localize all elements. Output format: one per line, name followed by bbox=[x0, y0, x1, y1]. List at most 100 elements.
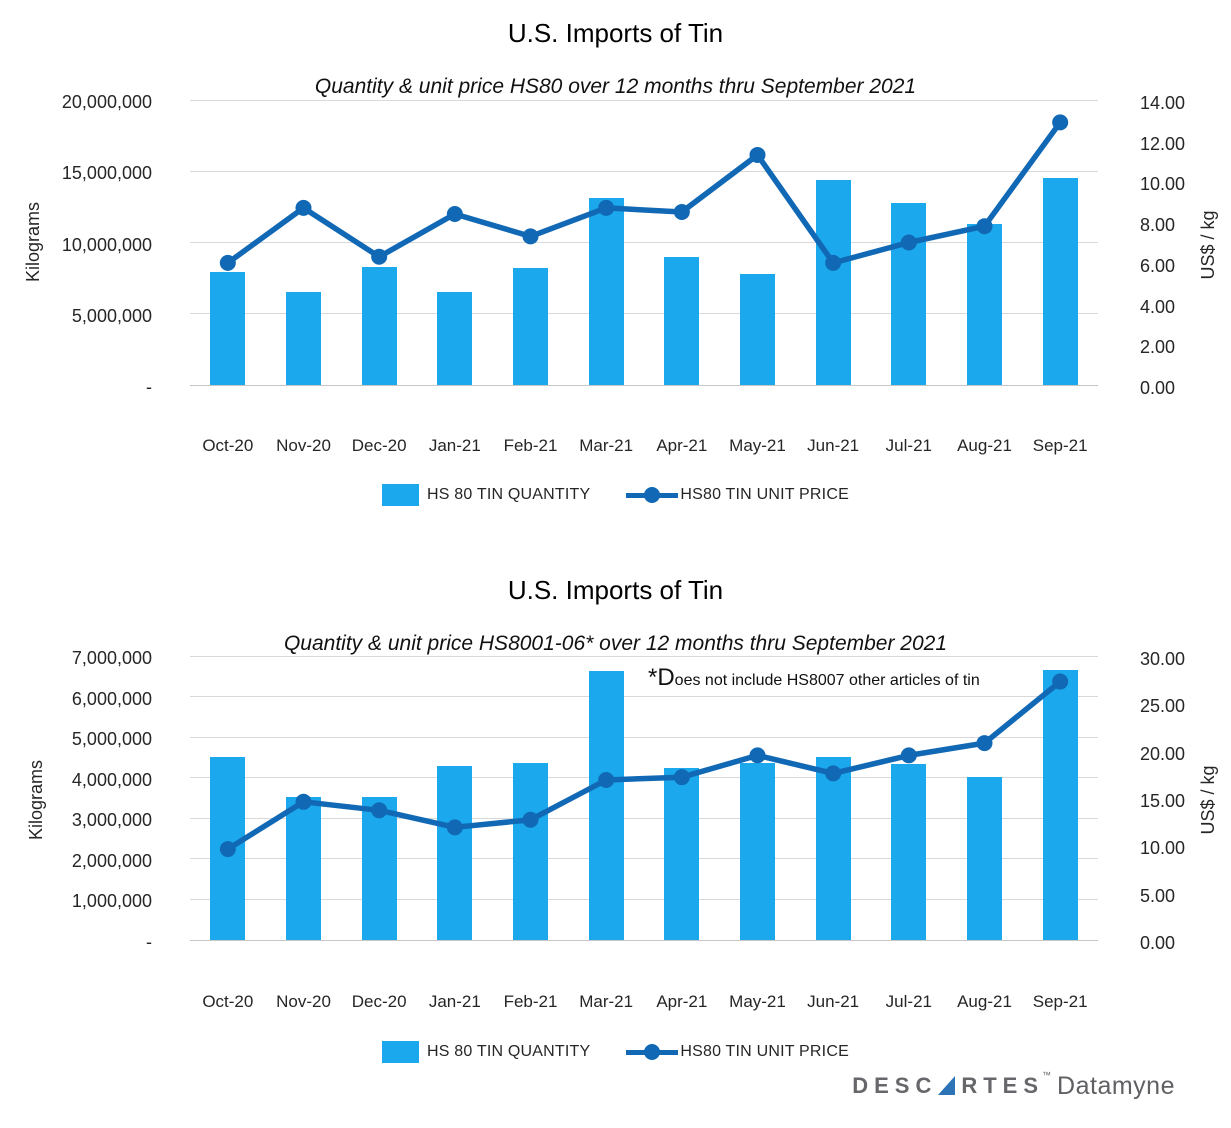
left-axis-tick: 15,000,000 bbox=[61, 163, 152, 184]
unit-price-polyline bbox=[225, 678, 1063, 852]
chart2-subtitle: Quantity & unit price HS8001-06* over 12… bbox=[269, 632, 962, 656]
logo-brand-prefix: DESC bbox=[852, 1073, 938, 1098]
bar-May-21 bbox=[740, 763, 775, 940]
chart2-footnote: *Does not include HS8007 other articles … bbox=[648, 664, 984, 692]
right-axis-tick: 14.00 bbox=[1140, 93, 1186, 113]
bar-Jul-21 bbox=[891, 202, 927, 385]
x-label-Aug-21: Aug-21 bbox=[957, 436, 1012, 455]
point-Jul-21 bbox=[900, 747, 917, 764]
bar-Apr-21 bbox=[664, 767, 700, 940]
point-Nov-20 bbox=[295, 199, 312, 216]
point-Dec-20 bbox=[371, 248, 388, 265]
bar-legend-label: HS 80 TIN QUANTITY bbox=[427, 486, 591, 503]
x-label-Sep-21: Sep-21 bbox=[1032, 992, 1088, 1011]
bar-legend-swatch-icon bbox=[382, 484, 420, 506]
left-axis-tick: 5,000,000 bbox=[71, 305, 152, 326]
point-Aug-21 bbox=[976, 218, 993, 235]
point-Jul-21 bbox=[900, 234, 917, 251]
right-axis-tick: 5.00 bbox=[1140, 885, 1176, 906]
point-May-21 bbox=[749, 146, 766, 163]
right-axis-tick: 8.00 bbox=[1140, 215, 1176, 236]
x-label-Jul-21: Jul-21 bbox=[885, 436, 932, 455]
point-Jan-21 bbox=[446, 819, 463, 836]
left-axis-tick: 5,000,000 bbox=[71, 729, 152, 750]
gridline bbox=[190, 898, 1098, 900]
chart2-subtitle-row: Quantity & unit price HS8001-06* over 12… bbox=[0, 632, 1231, 656]
point-May-21 bbox=[749, 747, 766, 764]
right-axis-tick: 20.00 bbox=[1140, 743, 1186, 764]
left-axis-tick: 2,000,000 bbox=[71, 850, 152, 871]
bar-Jul-21 bbox=[891, 763, 927, 940]
bar-Oct-20 bbox=[210, 272, 246, 385]
bar-Nov-20 bbox=[286, 292, 321, 385]
left-axis-tick: 20,000,000 bbox=[61, 92, 152, 112]
bar-Feb-21 bbox=[513, 268, 548, 385]
point-Dec-20 bbox=[371, 802, 388, 819]
left-axis-tick: 6,000,000 bbox=[71, 688, 152, 709]
point-Jun-21 bbox=[825, 765, 842, 782]
chart1-subtitle-row: Quantity & unit price HS80 over 12 month… bbox=[0, 75, 1231, 99]
point-Mar-21 bbox=[598, 772, 615, 789]
x-label-Jul-21: Jul-21 bbox=[885, 992, 932, 1011]
logo-triangle-icon bbox=[938, 1075, 956, 1095]
point-Oct-20 bbox=[219, 841, 236, 858]
line-legend-marker-icon bbox=[626, 487, 679, 503]
x-label-Feb-21: Feb-21 bbox=[503, 992, 558, 1011]
right-axis-tick: 25.00 bbox=[1140, 696, 1186, 717]
right-axis-tick: 30.00 bbox=[1140, 649, 1186, 669]
gridline bbox=[190, 817, 1098, 819]
logo-brand-suffix: RTES bbox=[961, 1073, 1045, 1098]
bar-Mar-21 bbox=[588, 671, 624, 940]
right-axis-tick: 0.00 bbox=[1140, 933, 1176, 953]
x-label-Aug-21: Aug-21 bbox=[957, 992, 1012, 1011]
right-axis-tick: 4.00 bbox=[1140, 296, 1176, 317]
point-Sep-21 bbox=[1052, 114, 1069, 131]
left-axis-tick: 7,000,000 bbox=[71, 648, 152, 668]
point-Aug-21 bbox=[976, 735, 993, 752]
gridline bbox=[190, 170, 1098, 172]
gridline bbox=[190, 313, 1098, 315]
gridline bbox=[190, 939, 1098, 941]
right-axis-tick: 6.00 bbox=[1140, 255, 1176, 276]
gridline bbox=[190, 858, 1098, 860]
x-label-Jun-21: Jun-21 bbox=[807, 436, 860, 455]
unit-price-line bbox=[219, 114, 1069, 271]
x-label-Mar-21: Mar-21 bbox=[579, 436, 634, 455]
bar-Jan-21 bbox=[437, 765, 473, 940]
right-axis-tick: 15.00 bbox=[1140, 791, 1186, 811]
point-Mar-21 bbox=[598, 199, 615, 216]
x-label-Nov-20: Nov-20 bbox=[276, 992, 331, 1011]
gridline bbox=[190, 736, 1098, 738]
x-label-Jan-21: Jan-21 bbox=[428, 436, 481, 455]
point-Oct-20 bbox=[219, 254, 236, 271]
left-axis-tick: - bbox=[146, 932, 152, 952]
gridline bbox=[190, 384, 1098, 386]
bar-Apr-21 bbox=[664, 257, 700, 385]
point-Nov-20 bbox=[295, 793, 312, 810]
x-label-Feb-21: Feb-21 bbox=[503, 436, 558, 455]
point-Sep-21 bbox=[1052, 673, 1069, 690]
x-label-Mar-21: Mar-21 bbox=[579, 992, 634, 1011]
x-label-Apr-21: Apr-21 bbox=[656, 992, 708, 1011]
gridline bbox=[190, 655, 1098, 657]
line-legend-label: HS80 TIN UNIT PRICE bbox=[680, 1043, 849, 1060]
x-label-Sep-21: Sep-21 bbox=[1032, 436, 1088, 455]
unit-price-line bbox=[219, 673, 1069, 858]
bar-Dec-20 bbox=[361, 267, 397, 385]
left-axis-tick: - bbox=[146, 377, 152, 397]
line-legend-marker-icon bbox=[626, 1044, 679, 1060]
right-axis-tick: 0.00 bbox=[1140, 378, 1176, 398]
right-axis-tick: 10.00 bbox=[1140, 174, 1186, 195]
x-label-Dec-20: Dec-20 bbox=[351, 436, 407, 455]
right-axis-tick: 2.00 bbox=[1140, 337, 1176, 358]
bar-legend-label: HS 80 TIN QUANTITY bbox=[427, 1043, 591, 1060]
chart1-subtitle: Quantity & unit price HS80 over 12 month… bbox=[300, 75, 931, 99]
point-Apr-21 bbox=[673, 769, 690, 786]
gridline bbox=[190, 242, 1098, 243]
logo-product: Datamyne bbox=[1057, 1071, 1175, 1100]
bar-Jun-21 bbox=[815, 757, 851, 940]
chart1-title: U.S. Imports of Tin bbox=[507, 18, 724, 48]
bar-Aug-21 bbox=[967, 223, 1002, 385]
